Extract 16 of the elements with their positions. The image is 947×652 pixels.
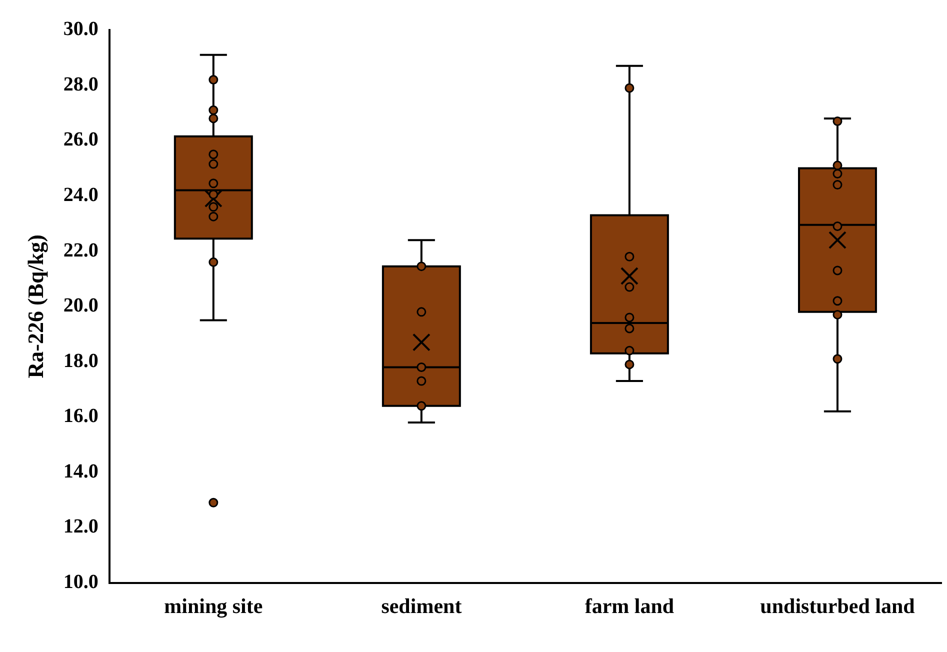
y-tick-label: 22.0 [63, 239, 98, 262]
y-tick-label: 28.0 [63, 73, 98, 96]
x-tick-label: undisturbed land [760, 594, 916, 618]
y-tick-label: 20.0 [63, 294, 98, 317]
y-tick-label: 30.0 [63, 18, 98, 40]
y-axis-title: Ra-226 (Bq/kg) [22, 234, 48, 378]
x-tick-label: farm land [584, 594, 674, 618]
y-tick-label: 26.0 [63, 128, 98, 151]
y-tick-label: 18.0 [63, 350, 98, 372]
y-tick-label: 16.0 [63, 405, 98, 428]
x-tick-label: sediment [381, 594, 462, 618]
y-tick-label: 14.0 [63, 460, 98, 482]
y-tick-label: 24.0 [63, 184, 98, 206]
y-tick-label: 12.0 [63, 516, 98, 538]
y-tick-label: 10.0 [63, 570, 98, 593]
x-tick-label: mining site [164, 594, 263, 618]
